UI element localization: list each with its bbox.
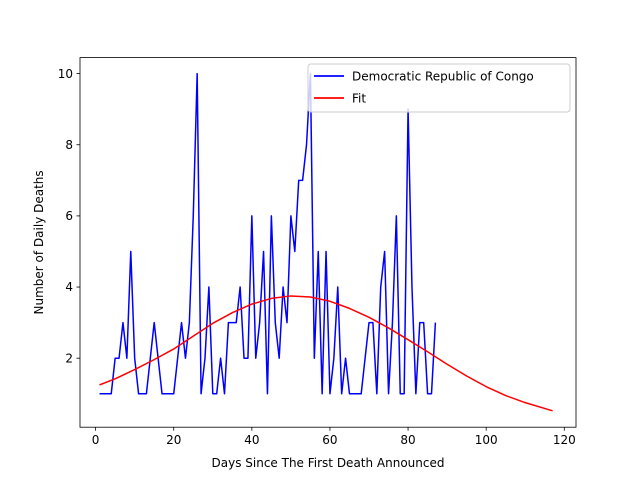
y-tick-label: 8 bbox=[65, 138, 73, 152]
legend-label-series-2: Fit bbox=[352, 92, 366, 106]
y-tick-label: 2 bbox=[65, 351, 73, 365]
x-tick-label: 0 bbox=[92, 433, 100, 447]
x-axis-label: Days Since The First Death Announced bbox=[212, 456, 445, 470]
legend-label-series-1: Democratic Republic of Congo bbox=[352, 70, 534, 84]
legend: Democratic Republic of Congo Fit bbox=[307, 63, 571, 113]
axes-layer bbox=[79, 57, 577, 428]
x-tick-label: 20 bbox=[166, 433, 181, 447]
x-tick-label: 80 bbox=[400, 433, 415, 447]
x-tick-label: 120 bbox=[553, 433, 576, 447]
x-tick-label: 60 bbox=[322, 433, 337, 447]
x-tick-label: 100 bbox=[475, 433, 498, 447]
y-tick-label: 4 bbox=[65, 280, 73, 294]
plot-area bbox=[80, 57, 576, 428]
y-axis-label: Number of Daily Deaths bbox=[32, 170, 46, 314]
ticks-layer: 0 20 40 60 80 100 120 2 4 6 8 10 bbox=[58, 67, 576, 447]
x-tick-label: 40 bbox=[244, 433, 259, 447]
series-line-2 bbox=[99, 295, 553, 412]
legend-frame bbox=[307, 63, 571, 113]
y-tick-label: 6 bbox=[65, 209, 73, 223]
series-layer bbox=[99, 72, 553, 412]
y-tick-label: 10 bbox=[58, 67, 73, 81]
axes-frame bbox=[79, 57, 577, 428]
